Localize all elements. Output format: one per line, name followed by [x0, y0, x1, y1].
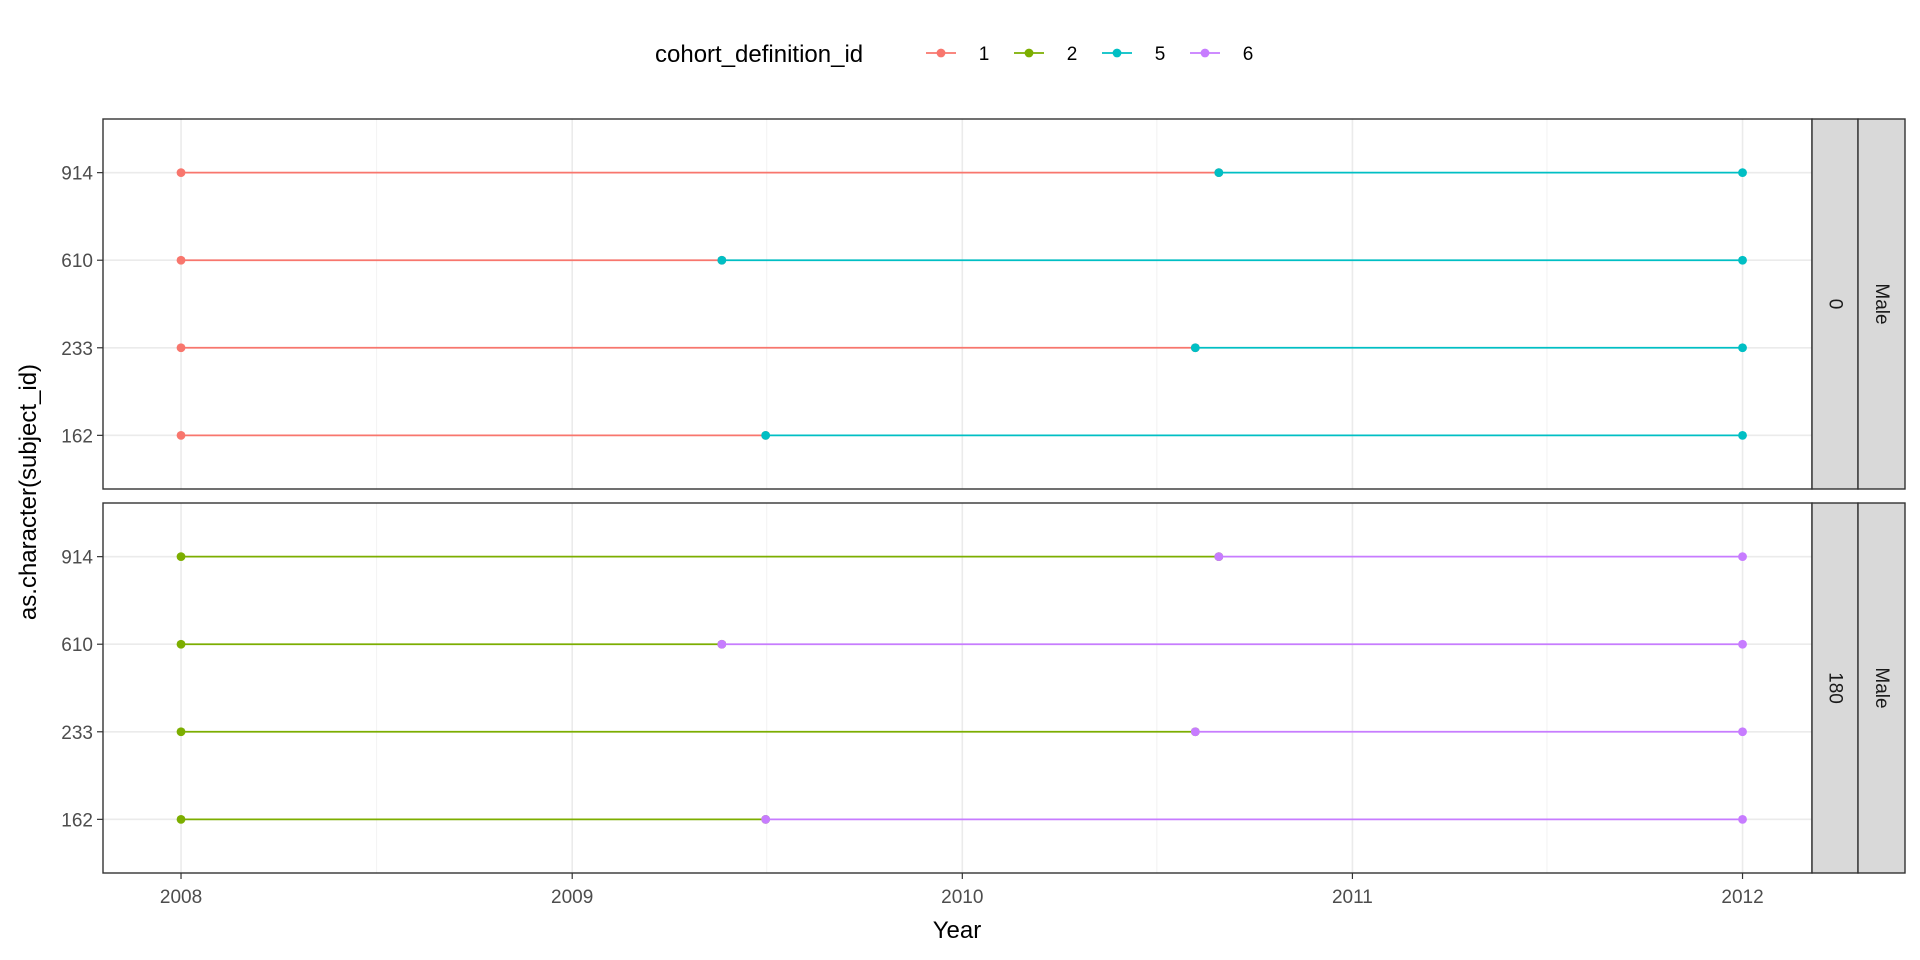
y-tick-label: 233 [61, 339, 93, 360]
x-tick-label: 2009 [551, 887, 593, 908]
data-point-start-cohort-2 [176, 727, 186, 737]
data-point-start-cohort-5 [717, 255, 727, 265]
data-point-start-cohort-2 [176, 552, 186, 562]
y-tick-label: 610 [61, 635, 93, 656]
legend-key-point [1200, 48, 1210, 58]
data-point-start-cohort-6 [761, 814, 771, 824]
facet-strip-label: Male [1871, 667, 1892, 708]
data-point-start-cohort-6 [1190, 727, 1200, 737]
data-point-start-cohort-6 [717, 639, 727, 649]
legend-key-point [936, 48, 946, 58]
x-tick-label: 2011 [1332, 887, 1373, 908]
data-point-end-cohort-5 [1738, 168, 1747, 178]
data-point-end-cohort-6 [1738, 552, 1747, 562]
facet-strip-2 [1857, 118, 1906, 490]
x-tick-label: 2010 [941, 887, 983, 908]
data-point-end-cohort-5 [1738, 343, 1747, 353]
panel-background [103, 119, 1812, 489]
facet-panel-2: 162 233 610 914 180 Male [61, 502, 1906, 874]
data-point-end-cohort-6 [1738, 814, 1747, 824]
legend-entry-1: 1 [926, 44, 989, 65]
y-tick-label: 914 [61, 548, 93, 569]
data-point-start-cohort-2 [176, 814, 186, 824]
x-axis-title: Year [933, 917, 982, 944]
data-point-start-cohort-6 [1214, 552, 1224, 562]
y-tick-label: 610 [61, 251, 93, 272]
facet-strip-label: 0 [1825, 299, 1846, 310]
panel-background [103, 503, 1812, 873]
data-point-end-cohort-5 [1738, 430, 1747, 440]
facet-strip-label: 180 [1825, 672, 1846, 704]
y-axis-title: as.character(subject_id) [15, 364, 42, 620]
data-point-start-cohort-2 [176, 639, 186, 649]
y-tick-label: 162 [61, 810, 93, 831]
facet-strip-1 [1811, 502, 1859, 874]
legend-label: 5 [1155, 44, 1166, 65]
facet-panel-1: 162 233 610 914 0 Male [61, 118, 1906, 490]
y-tick-label: 162 [61, 426, 93, 447]
facet-strip-2 [1857, 502, 1906, 874]
data-point-start-cohort-1 [176, 343, 186, 353]
legend-entry-6: 6 [1190, 44, 1253, 65]
legend-label: 2 [1067, 44, 1078, 65]
data-point-end-cohort-5 [1738, 255, 1747, 265]
legend-entry-2: 2 [1014, 44, 1077, 65]
data-point-start-cohort-1 [176, 430, 186, 440]
legend-key-point [1024, 48, 1034, 58]
legend-label: 1 [979, 44, 990, 65]
y-tick-label: 233 [61, 723, 93, 744]
data-point-start-cohort-5 [761, 430, 771, 440]
legend-entry-5: 5 [1102, 44, 1165, 65]
facet-strip-label: Male [1871, 283, 1892, 324]
data-point-start-cohort-5 [1214, 168, 1224, 178]
data-point-start-cohort-1 [176, 168, 186, 178]
x-tick-label: 2012 [1721, 887, 1763, 908]
data-point-start-cohort-5 [1190, 343, 1200, 353]
x-axis: 2008 2009 2010 2011 2012 [160, 873, 1764, 908]
data-point-end-cohort-6 [1738, 727, 1747, 737]
data-point-start-cohort-1 [176, 255, 186, 265]
legend: cohort_definition_id 1 2 5 6 [655, 41, 1253, 68]
legend-label: 6 [1243, 44, 1254, 65]
x-tick-label: 2008 [160, 887, 202, 908]
y-tick-label: 914 [61, 164, 93, 185]
data-point-end-cohort-6 [1738, 639, 1747, 649]
legend-title: cohort_definition_id [655, 41, 863, 68]
facet-panels: 162 233 610 914 0 Male 162 233 610 914 180 Male 2008… [61, 118, 1906, 908]
legend-key-point [1112, 48, 1122, 58]
